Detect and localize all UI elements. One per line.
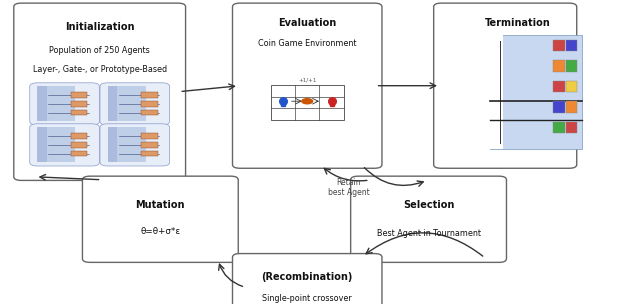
FancyBboxPatch shape bbox=[566, 40, 577, 51]
FancyBboxPatch shape bbox=[37, 86, 47, 121]
FancyBboxPatch shape bbox=[566, 60, 577, 72]
Text: +1/+1: +1/+1 bbox=[298, 77, 316, 83]
FancyBboxPatch shape bbox=[141, 142, 157, 148]
FancyBboxPatch shape bbox=[553, 60, 564, 72]
FancyBboxPatch shape bbox=[47, 86, 76, 121]
FancyBboxPatch shape bbox=[141, 133, 157, 139]
FancyBboxPatch shape bbox=[37, 127, 47, 162]
FancyBboxPatch shape bbox=[100, 83, 170, 125]
FancyBboxPatch shape bbox=[490, 35, 502, 149]
FancyBboxPatch shape bbox=[71, 133, 87, 139]
FancyBboxPatch shape bbox=[141, 151, 157, 156]
Text: Selection: Selection bbox=[403, 200, 454, 210]
FancyBboxPatch shape bbox=[83, 176, 238, 262]
Circle shape bbox=[302, 99, 312, 104]
FancyBboxPatch shape bbox=[141, 92, 157, 98]
FancyBboxPatch shape bbox=[100, 124, 170, 166]
FancyBboxPatch shape bbox=[29, 83, 99, 125]
FancyBboxPatch shape bbox=[47, 127, 76, 162]
Text: (Recombination): (Recombination) bbox=[262, 272, 353, 282]
Text: Single-point crossover: Single-point crossover bbox=[262, 294, 352, 303]
FancyBboxPatch shape bbox=[141, 101, 157, 107]
FancyBboxPatch shape bbox=[117, 127, 146, 162]
FancyBboxPatch shape bbox=[351, 176, 506, 262]
FancyBboxPatch shape bbox=[553, 40, 564, 51]
FancyBboxPatch shape bbox=[232, 3, 382, 168]
FancyBboxPatch shape bbox=[566, 101, 577, 113]
Text: Population of 250 Agents: Population of 250 Agents bbox=[49, 46, 150, 56]
Text: Coin Game Environment: Coin Game Environment bbox=[258, 38, 356, 48]
FancyBboxPatch shape bbox=[71, 142, 87, 148]
FancyBboxPatch shape bbox=[29, 124, 99, 166]
Text: Termination: Termination bbox=[485, 18, 551, 27]
Text: Best Agent in Tournament: Best Agent in Tournament bbox=[376, 229, 481, 238]
Text: Layer-, Gate-, or Prototype-Based: Layer-, Gate-, or Prototype-Based bbox=[33, 65, 167, 74]
FancyBboxPatch shape bbox=[71, 101, 87, 107]
Text: Retain
best Agent: Retain best Agent bbox=[328, 178, 370, 197]
FancyBboxPatch shape bbox=[566, 81, 577, 92]
FancyBboxPatch shape bbox=[566, 122, 577, 133]
Text: Evaluation: Evaluation bbox=[278, 18, 337, 27]
Text: Mutation: Mutation bbox=[136, 200, 185, 210]
FancyBboxPatch shape bbox=[271, 85, 344, 120]
FancyBboxPatch shape bbox=[71, 151, 87, 156]
FancyBboxPatch shape bbox=[553, 81, 564, 92]
FancyBboxPatch shape bbox=[490, 35, 582, 149]
FancyBboxPatch shape bbox=[14, 3, 186, 181]
FancyBboxPatch shape bbox=[553, 122, 564, 133]
FancyBboxPatch shape bbox=[108, 127, 117, 162]
FancyBboxPatch shape bbox=[117, 86, 146, 121]
FancyBboxPatch shape bbox=[232, 253, 382, 305]
FancyBboxPatch shape bbox=[434, 3, 577, 168]
Text: θ=θ+σ*ε: θ=θ+σ*ε bbox=[140, 227, 180, 235]
FancyBboxPatch shape bbox=[141, 110, 157, 115]
FancyBboxPatch shape bbox=[553, 101, 564, 113]
Text: Initialization: Initialization bbox=[65, 22, 134, 32]
FancyBboxPatch shape bbox=[108, 86, 117, 121]
FancyBboxPatch shape bbox=[71, 110, 87, 115]
FancyBboxPatch shape bbox=[71, 92, 87, 98]
